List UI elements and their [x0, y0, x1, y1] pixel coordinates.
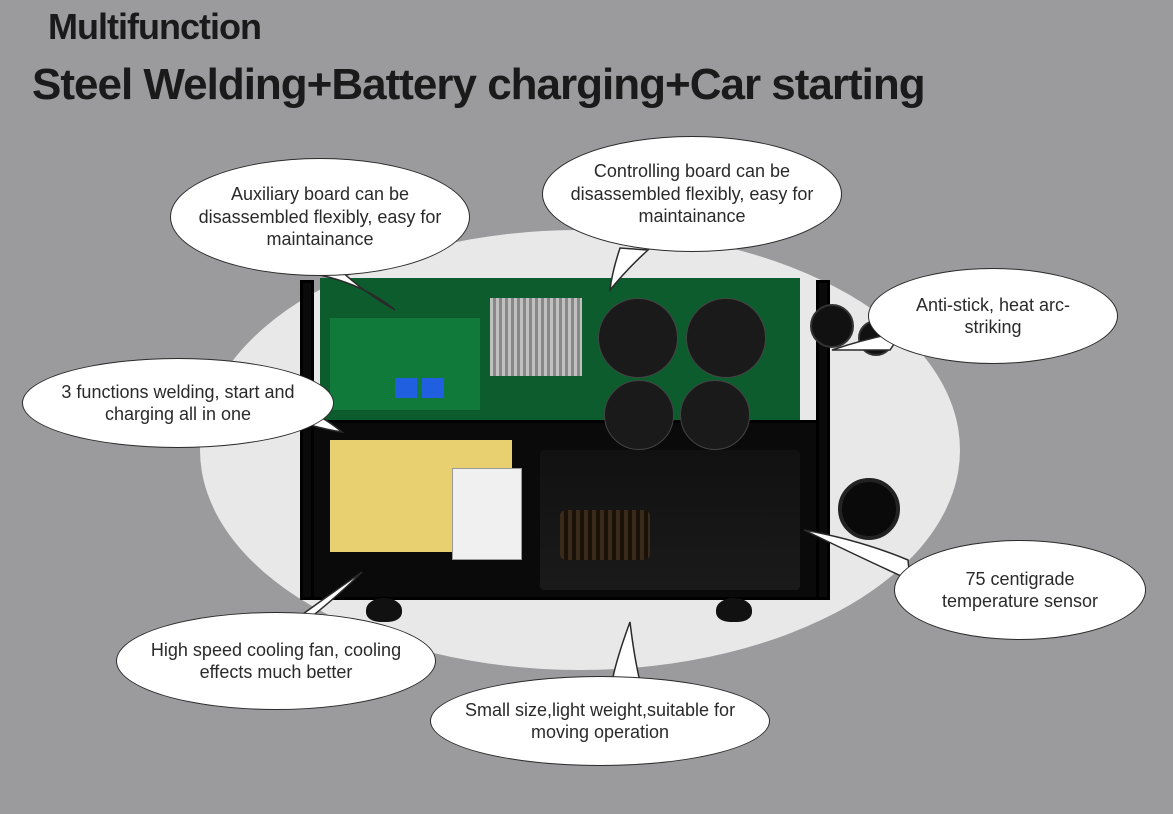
control-knob	[810, 304, 854, 348]
product-chassis-rail-left	[300, 280, 314, 600]
page-title: Multifunction	[48, 6, 261, 48]
inductor-coil	[560, 510, 650, 560]
blue-component	[395, 378, 417, 398]
chassis-foot	[716, 598, 752, 622]
callout-cooling-fan: High speed cooling fan, cooling effects …	[116, 612, 436, 710]
callout-auxiliary-board: Auxiliary board can be disassembled flex…	[170, 158, 470, 276]
page-subtitle: Steel Welding+Battery charging+Car start…	[32, 60, 925, 110]
callout-text: Auxiliary board can be disassembled flex…	[195, 183, 445, 251]
callout-controlling-board: Controlling board can be disassembled fl…	[542, 136, 842, 252]
callout-text: 75 centigrade temperature sensor	[919, 568, 1121, 613]
callout-text: Anti-stick, heat arc-striking	[893, 294, 1093, 339]
heatsink	[490, 298, 582, 376]
callout-temperature-sensor: 75 centigrade temperature sensor	[894, 540, 1146, 640]
capacitor	[604, 380, 674, 450]
callout-text: High speed cooling fan, cooling effects …	[141, 639, 411, 684]
callout-text: 3 functions welding, start and charging …	[47, 381, 309, 426]
blue-component	[422, 378, 444, 398]
capacitor	[598, 298, 678, 378]
callout-text: Controlling board can be disassembled fl…	[567, 160, 817, 228]
callout-small-size: Small size,light weight,suitable for mov…	[430, 676, 770, 766]
callout-text: Small size,light weight,suitable for mov…	[455, 699, 745, 744]
metal-bracket	[452, 468, 522, 560]
callout-anti-stick: Anti-stick, heat arc-striking	[868, 268, 1118, 364]
capacitor	[686, 298, 766, 378]
output-port	[838, 478, 900, 540]
capacitor	[680, 380, 750, 450]
callout-three-functions: 3 functions welding, start and charging …	[22, 358, 334, 448]
chassis-foot	[366, 598, 402, 622]
